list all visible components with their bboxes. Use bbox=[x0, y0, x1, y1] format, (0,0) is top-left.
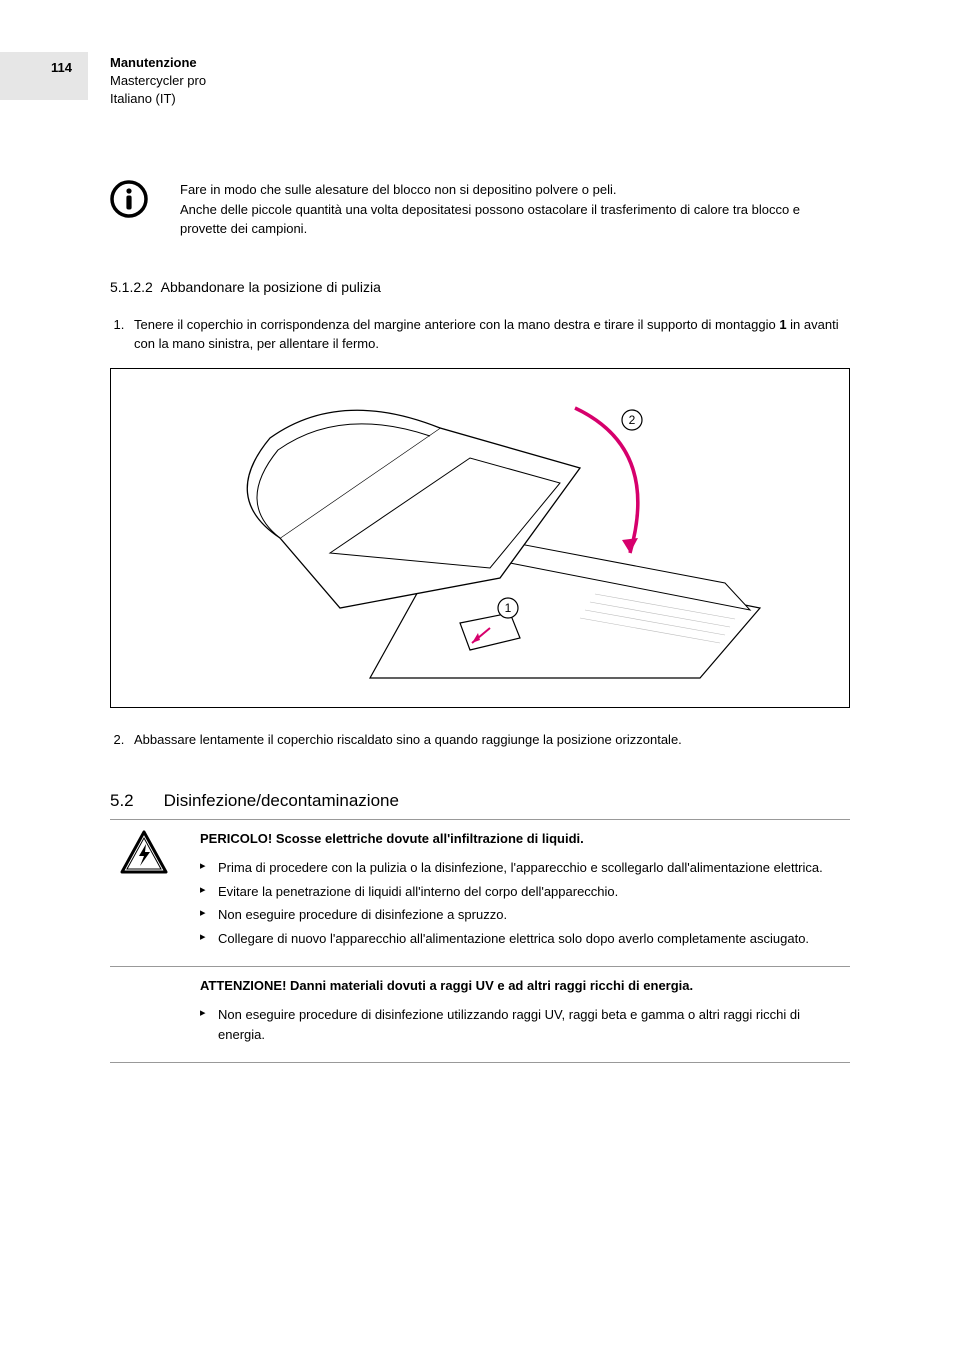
callout-2: 2 bbox=[629, 413, 636, 427]
step-1-ref: 1 bbox=[779, 317, 786, 332]
step-list-1: Tenere il coperchio in corrispondenza de… bbox=[110, 315, 850, 354]
attention-b1: Non eseguire procedure di disinfezione u… bbox=[200, 1005, 850, 1044]
section-5-2-heading: 5.2 Disinfezione/decontaminazione bbox=[110, 791, 850, 811]
attention-body: ATTENZIONE! Danni materiali dovuti a rag… bbox=[200, 973, 850, 1048]
info-text: Fare in modo che sulle alesature del blo… bbox=[180, 180, 850, 239]
rule bbox=[110, 966, 850, 967]
step-1a: Tenere il coperchio in corrispondenza de… bbox=[134, 317, 779, 332]
info-line1: Fare in modo che sulle alesature del blo… bbox=[180, 182, 616, 197]
header-product: Mastercycler pro bbox=[110, 72, 206, 90]
page-header: Manutenzione Mastercycler pro Italiano (… bbox=[110, 54, 206, 109]
rule bbox=[110, 819, 850, 820]
rule bbox=[110, 1062, 850, 1063]
danger-b1: Prima di procedere con la pulizia o la d… bbox=[200, 858, 850, 878]
hazard-electric-icon bbox=[120, 826, 170, 877]
attention-bullets: Non eseguire procedure di disinfezione u… bbox=[200, 1005, 850, 1044]
danger-b2: Evitare la penetrazione di liquidi all'i… bbox=[200, 882, 850, 902]
attention-title: ATTENZIONE! Danni materiali dovuti a rag… bbox=[200, 977, 850, 995]
step-2: Abbassare lentamente il coperchio riscal… bbox=[128, 730, 850, 750]
header-title: Manutenzione bbox=[110, 54, 206, 72]
step-list-2: Abbassare lentamente il coperchio riscal… bbox=[110, 730, 850, 750]
page-number-box: 114 bbox=[0, 52, 88, 100]
callout-1: 1 bbox=[505, 601, 512, 615]
subsection-heading: 5.1.2.2 Abbandonare la posizione di puli… bbox=[110, 279, 850, 295]
step-1: Tenere il coperchio in corrispondenza de… bbox=[128, 315, 850, 354]
danger-body: PERICOLO! Scosse elettriche dovute all'i… bbox=[200, 826, 850, 952]
header-language: Italiano (IT) bbox=[110, 90, 206, 108]
page-number: 114 bbox=[51, 60, 72, 75]
page-content: Fare in modo che sulle alesature del blo… bbox=[110, 180, 850, 1069]
subsection-number: 5.1.2.2 bbox=[110, 279, 153, 295]
figure-device: 1 2 bbox=[110, 368, 850, 708]
attention-block: ATTENZIONE! Danni materiali dovuti a rag… bbox=[110, 973, 850, 1048]
info-note: Fare in modo che sulle alesature del blo… bbox=[110, 180, 850, 239]
danger-block: PERICOLO! Scosse elettriche dovute all'i… bbox=[110, 826, 850, 952]
danger-bullets: Prima di procedere con la pulizia o la d… bbox=[200, 858, 850, 948]
info-line2: Anche delle piccole quantità una volta d… bbox=[180, 202, 800, 237]
danger-b4: Collegare di nuovo l'apparecchio all'ali… bbox=[200, 929, 850, 949]
info-icon bbox=[110, 180, 150, 221]
section-number: 5.2 bbox=[110, 791, 134, 811]
danger-b3: Non eseguire procedure di disinfezione a… bbox=[200, 905, 850, 925]
subsection-title: Abbandonare la posizione di pulizia bbox=[161, 279, 381, 295]
danger-title: PERICOLO! Scosse elettriche dovute all'i… bbox=[200, 830, 850, 848]
section-title: Disinfezione/decontaminazione bbox=[164, 791, 399, 811]
